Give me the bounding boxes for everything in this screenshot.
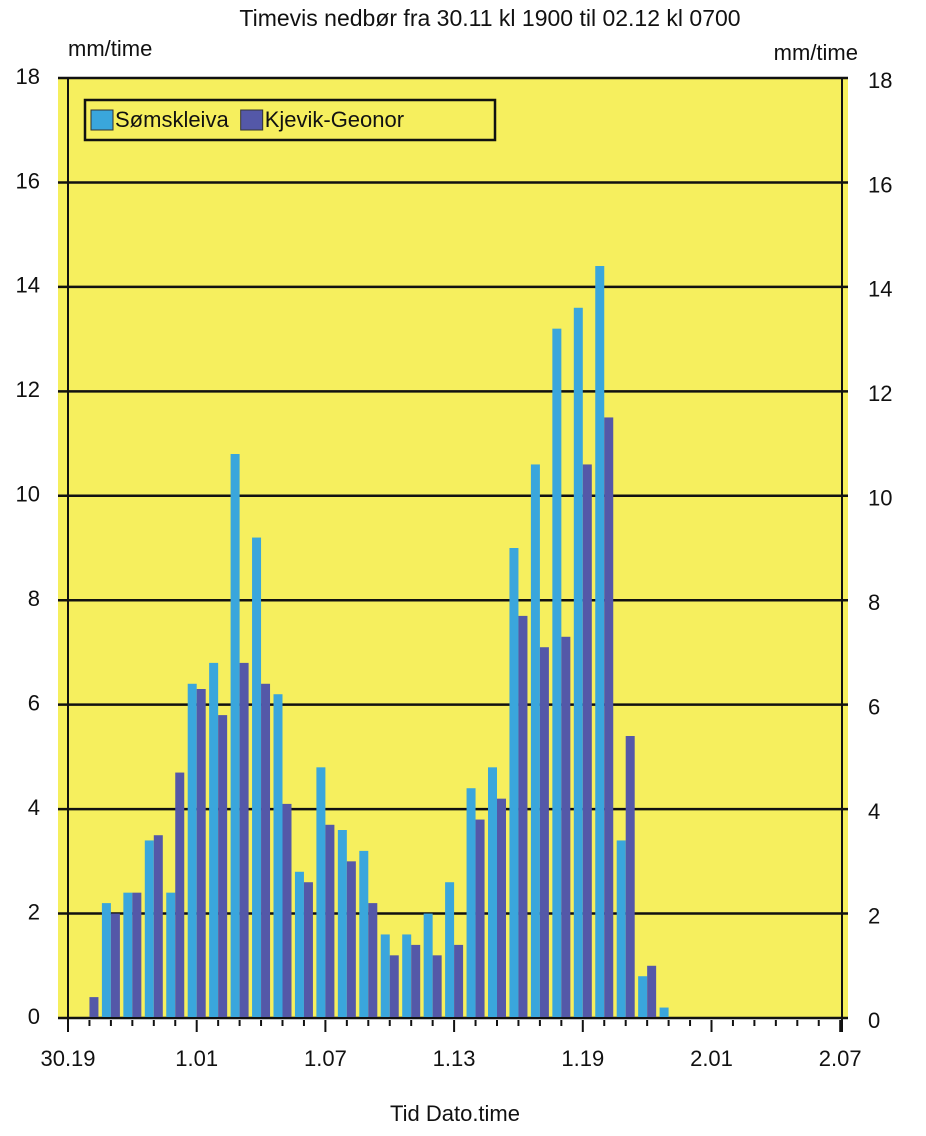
- bar: [497, 798, 506, 1018]
- bar: [144, 840, 154, 1018]
- bar: [218, 715, 228, 1018]
- y2-tick-label: 14: [868, 277, 892, 302]
- y2-tick-label: 0: [868, 1008, 880, 1033]
- y2-tick-label: 8: [868, 590, 880, 615]
- bar: [530, 464, 540, 1018]
- bar: [454, 944, 464, 1018]
- bar: [625, 736, 635, 1018]
- legend-label: Kjevik-Geonor: [265, 107, 404, 132]
- y-tick-label: 6: [28, 690, 40, 715]
- x-tick-label: 2.07: [819, 1046, 862, 1071]
- y2-axis-label: mm/time: [774, 40, 858, 65]
- x-tick-label: 1.13: [433, 1046, 476, 1071]
- legend: Sømskleiva Kjevik-Geonor: [83, 98, 497, 142]
- bar: [573, 307, 583, 1018]
- bar: [239, 662, 249, 1018]
- y2-tick-label: 12: [868, 381, 892, 406]
- x-tick-label: 1.07: [304, 1046, 347, 1071]
- y2-tick-label: 4: [868, 799, 880, 824]
- bar: [475, 819, 485, 1018]
- bar: [261, 683, 271, 1018]
- bar: [273, 694, 283, 1018]
- bar: [294, 871, 304, 1018]
- bar: [595, 266, 605, 1018]
- bar: [659, 1007, 669, 1018]
- bar: [582, 464, 592, 1018]
- bar: [101, 903, 111, 1018]
- bar: [389, 955, 399, 1018]
- y-tick-label: 8: [28, 586, 40, 611]
- legend-label: Sømskleiva: [115, 107, 229, 132]
- bar: [89, 997, 99, 1018]
- bar: [411, 944, 421, 1018]
- bar: [466, 788, 476, 1018]
- bar: [123, 892, 133, 1018]
- y-tick-label: 4: [28, 795, 40, 820]
- y-tick-label: 0: [28, 1004, 40, 1029]
- bar: [539, 647, 549, 1018]
- bar: [325, 824, 335, 1018]
- bar: [488, 767, 497, 1018]
- bar: [337, 830, 347, 1018]
- x-tick-label: 1.19: [561, 1046, 604, 1071]
- y-tick-label: 2: [28, 899, 40, 924]
- bar: [638, 976, 648, 1018]
- y-tick-label: 12: [16, 377, 40, 402]
- y2-tick-label: 10: [868, 486, 892, 511]
- x-tick-label: 2.01: [690, 1046, 733, 1071]
- bar: [368, 903, 378, 1018]
- y-tick-label: 16: [16, 168, 40, 193]
- bar: [153, 835, 163, 1018]
- bar: [252, 537, 262, 1018]
- x-tick-label: 1.01: [175, 1046, 218, 1071]
- y2-tick-label: 2: [868, 903, 880, 928]
- bar: [282, 803, 292, 1018]
- bar: [604, 417, 614, 1018]
- legend-swatch: [90, 109, 114, 131]
- bar: [132, 892, 142, 1018]
- bar: [187, 683, 197, 1018]
- y2-tick-label: 18: [868, 68, 892, 93]
- y-tick-label: 14: [16, 273, 40, 298]
- bar: [346, 861, 356, 1018]
- bar: [616, 840, 626, 1018]
- bar: [380, 934, 390, 1018]
- y2-tick-label: 16: [868, 172, 892, 197]
- bar: [359, 850, 369, 1018]
- bar: [402, 934, 412, 1018]
- bar: [110, 913, 120, 1018]
- bar: [518, 615, 528, 1018]
- y-tick-label: 18: [16, 64, 40, 89]
- x-axis-label: Tid Dato.time: [390, 1101, 520, 1126]
- bar: [166, 892, 176, 1018]
- bar: [509, 548, 519, 1018]
- bar: [316, 767, 326, 1018]
- legend-swatch: [240, 109, 264, 131]
- bar: [175, 772, 185, 1018]
- y-axis-label: mm/time: [68, 36, 152, 61]
- bar: [423, 913, 433, 1018]
- bar: [230, 454, 240, 1018]
- y-tick-label: 10: [16, 482, 40, 507]
- bar: [561, 636, 571, 1018]
- legend-box: [83, 98, 497, 142]
- bar: [209, 662, 219, 1018]
- bar: [647, 965, 657, 1018]
- bar: [303, 882, 313, 1018]
- bar: [196, 689, 206, 1018]
- bar: [552, 328, 562, 1019]
- bar: [432, 955, 442, 1018]
- x-tick-label: 30.19: [40, 1046, 95, 1071]
- y2-tick-label: 6: [868, 694, 880, 719]
- bar: [445, 882, 455, 1018]
- chart-title: Timevis nedbør fra 30.11 kl 1900 til 02.…: [239, 5, 740, 31]
